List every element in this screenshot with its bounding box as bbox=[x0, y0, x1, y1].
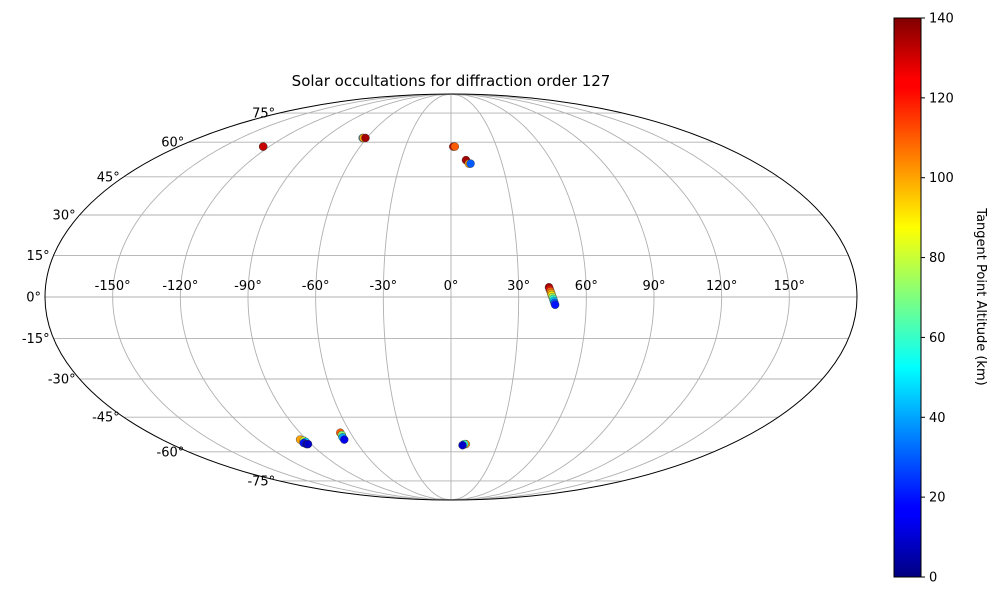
colorbar-tick-label: 80 bbox=[929, 251, 946, 266]
latitude-tick-label: 15° bbox=[27, 249, 50, 264]
data-point bbox=[361, 133, 370, 143]
colorbar: 0 20 40 60 80 100 120 140 Tangent Point Altitud… bbox=[893, 12, 988, 586]
latitude-tick-label: 30° bbox=[53, 208, 76, 223]
longitude-tick-labels: -150° -120° -90° -60° -30° 0° 30° 60° 90° 120° 150… bbox=[95, 279, 805, 294]
colorbar-tick-label: 100 bbox=[929, 171, 954, 186]
latitude-tick-label: -60° bbox=[157, 445, 185, 460]
latitude-tick-label: -15° bbox=[22, 332, 50, 347]
data-point bbox=[340, 435, 349, 444]
data-point bbox=[258, 142, 268, 151]
colorbar-tick-label: 0 bbox=[929, 571, 937, 586]
data-point bbox=[466, 159, 475, 168]
longitude-tick-label: 150° bbox=[774, 279, 805, 294]
colorbar-gradient bbox=[893, 17, 922, 578]
map-boundary bbox=[44, 93, 858, 501]
data-point bbox=[450, 142, 459, 151]
longitude-tick-label: 90° bbox=[642, 279, 665, 294]
data-point bbox=[458, 441, 467, 450]
latitude-tick-label: 45° bbox=[97, 170, 120, 185]
data-points bbox=[258, 133, 560, 450]
longitude-tick-label: 120° bbox=[706, 279, 737, 294]
colorbar-tick-labels: 0 20 40 60 80 100 120 140 bbox=[921, 12, 954, 586]
latitude-tick-label: -45° bbox=[92, 411, 120, 426]
colorbar-tick-label: 140 bbox=[929, 12, 954, 27]
latitude-tick-label: 75° bbox=[252, 107, 275, 122]
longitude-tick-label: -90° bbox=[234, 279, 262, 294]
longitude-tick-label: 30° bbox=[507, 279, 530, 294]
chart-title: Solar occultations for diffraction order… bbox=[292, 72, 611, 90]
longitude-tick-label: 0° bbox=[444, 279, 459, 294]
graticule bbox=[45, 94, 857, 500]
latitude-tick-label: 0° bbox=[26, 291, 41, 306]
latitude-tick-labels: -75° -60° -45° -30° -15° 0° 15° 30° 45° 60° 75° bbox=[22, 107, 275, 490]
data-point bbox=[550, 300, 560, 309]
longitude-tick-label: -30° bbox=[369, 279, 397, 294]
colorbar-tick-label: 20 bbox=[929, 491, 946, 506]
longitude-tick-label: 60° bbox=[575, 279, 598, 294]
latitude-tick-label: -30° bbox=[48, 373, 76, 388]
longitude-tick-label: -120° bbox=[162, 279, 198, 294]
latitude-tick-label: -75° bbox=[247, 474, 275, 489]
data-point bbox=[303, 439, 313, 449]
colorbar-label: Tangent Point Altitude (km) bbox=[973, 207, 988, 385]
longitude-tick-label: -60° bbox=[302, 279, 330, 294]
colorbar-tick-label: 40 bbox=[929, 411, 946, 426]
longitude-tick-label: -150° bbox=[95, 279, 131, 294]
latitude-tick-label: 60° bbox=[161, 136, 184, 151]
colorbar-tick-label: 120 bbox=[929, 91, 954, 106]
colorbar-tick-label: 60 bbox=[929, 331, 946, 346]
